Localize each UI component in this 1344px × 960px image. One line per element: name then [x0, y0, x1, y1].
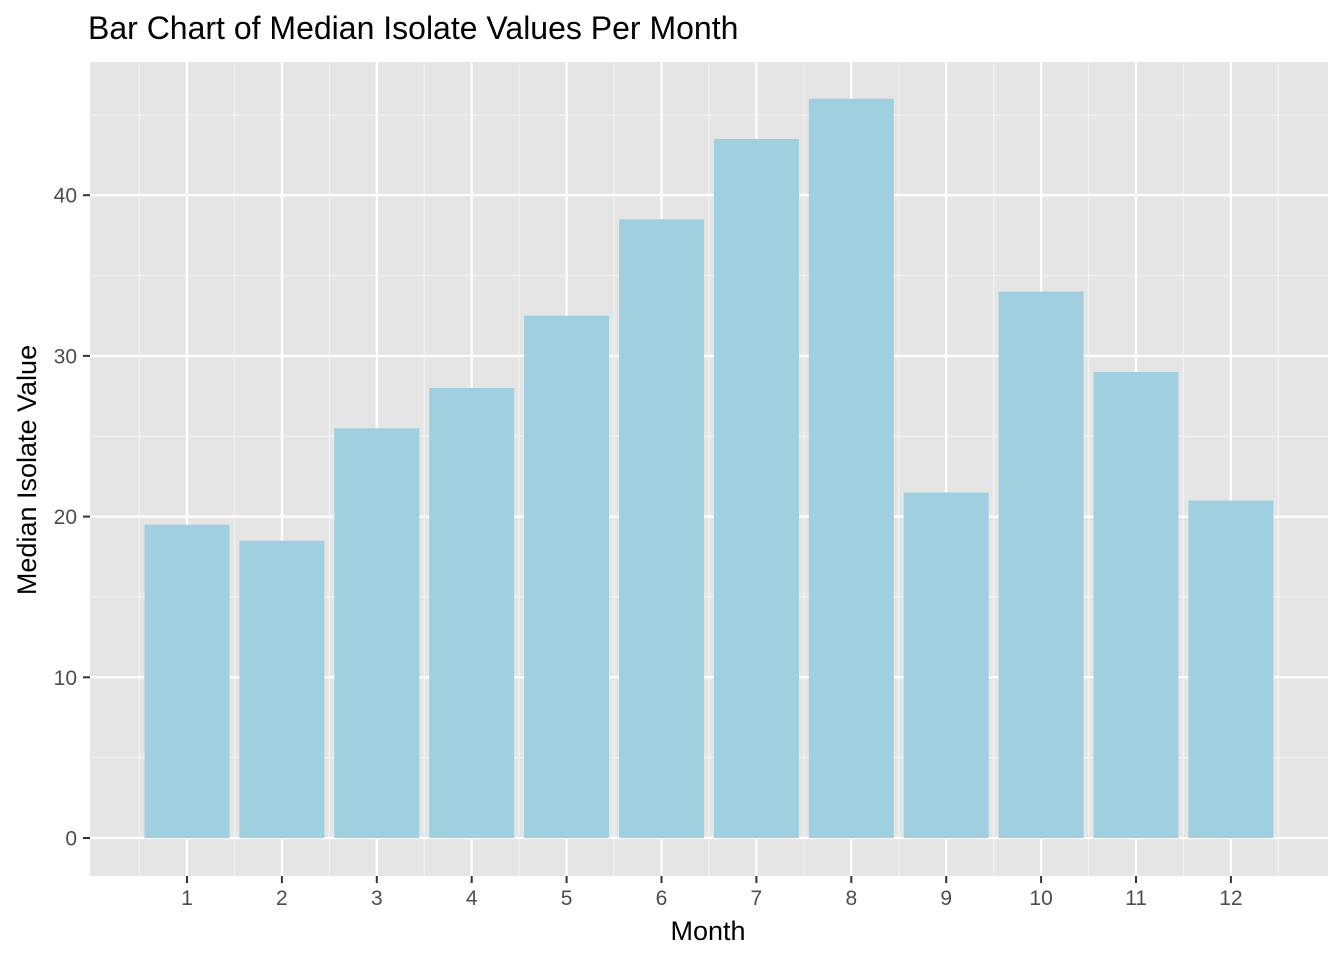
- bar-month-6: [619, 219, 704, 838]
- x-tick-label: 2: [276, 887, 288, 910]
- x-axis: 1 2 3 4 5 6 7 8 9 10 11 12: [181, 876, 1243, 910]
- bar-month-7: [713, 138, 799, 838]
- x-tick-label: 9: [940, 887, 952, 910]
- bar-month-11: [1093, 371, 1179, 838]
- bar-month-9: [903, 492, 989, 838]
- x-tick-label: 12: [1219, 887, 1242, 910]
- x-axis-title: Month: [670, 916, 745, 946]
- x-tick-label: 1: [181, 887, 193, 910]
- chart-title: Bar Chart of Median Isolate Values Per M…: [88, 10, 738, 46]
- bar-month-4: [429, 388, 515, 838]
- x-tick-label: 10: [1029, 887, 1052, 910]
- x-tick-label: 5: [561, 887, 573, 910]
- x-tick-label: 6: [656, 887, 668, 910]
- x-tick-label: 11: [1125, 887, 1147, 910]
- bar-month-3: [334, 428, 420, 838]
- bar-month-8: [808, 98, 894, 838]
- x-tick-label: 4: [466, 887, 478, 910]
- y-axis: 0 10 20 30 40: [54, 185, 90, 851]
- bar-month-5: [524, 315, 610, 839]
- bars: [144, 98, 1274, 839]
- x-tick-label: 8: [845, 887, 857, 910]
- y-axis-title: Median Isolate Value: [12, 345, 42, 595]
- x-tick-label: 7: [751, 887, 763, 910]
- y-tick-label: 0: [65, 828, 77, 851]
- y-tick-label: 10: [54, 667, 77, 690]
- bar-month-1: [144, 524, 230, 838]
- bar-month-2: [239, 540, 325, 838]
- y-tick-label: 40: [54, 185, 77, 208]
- y-tick-label: 20: [54, 506, 77, 529]
- y-tick-label: 30: [54, 345, 77, 368]
- bar-month-12: [1188, 500, 1274, 838]
- minor-grid: [90, 62, 1328, 876]
- x-tick-label: 3: [371, 887, 383, 910]
- bar-month-10: [998, 291, 1084, 838]
